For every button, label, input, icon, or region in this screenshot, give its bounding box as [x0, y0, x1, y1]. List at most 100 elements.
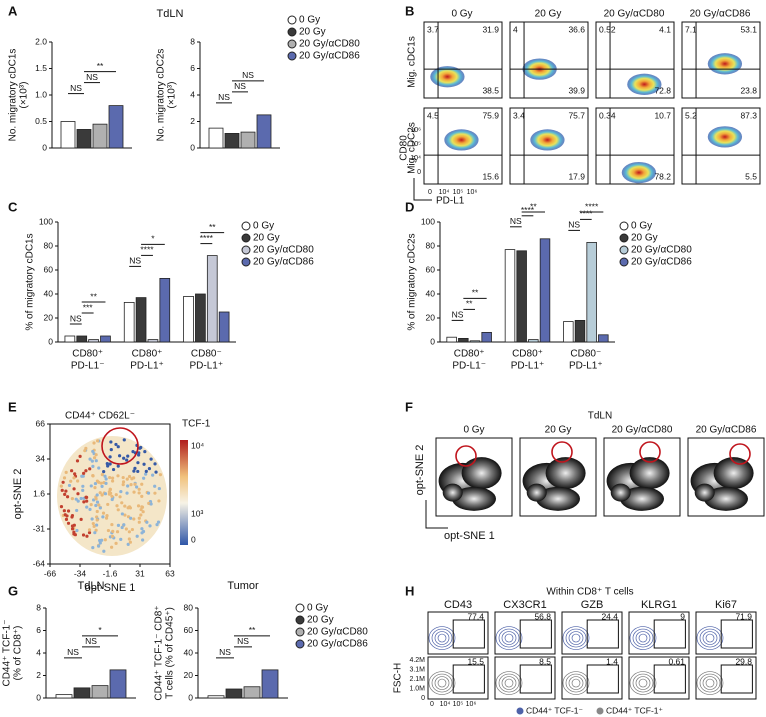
- y-tick-label: 0.5: [35, 116, 47, 126]
- cell: [110, 497, 114, 502]
- gate-value: 8.5: [539, 656, 551, 666]
- cell: [130, 477, 134, 481]
- cell: [144, 472, 148, 476]
- cell: [153, 484, 157, 488]
- column-label: 0 Gy: [451, 9, 472, 20]
- y-tick-label: 2.1M: [409, 676, 425, 683]
- cell: [60, 488, 64, 492]
- significance-label: **: [472, 288, 479, 298]
- x-tick-label: CD80⁺: [454, 349, 485, 360]
- y-tick-label: 6: [36, 625, 41, 635]
- density: [530, 129, 565, 151]
- column-label: 20 Gy/αCD86: [690, 9, 751, 20]
- density: [430, 66, 465, 88]
- x-axis-label: PD-L1: [436, 196, 465, 207]
- cell: [69, 479, 73, 483]
- cell: [76, 499, 80, 503]
- cell: [94, 497, 98, 501]
- density: [713, 457, 754, 490]
- cell: [91, 521, 95, 526]
- colorbar-tick: 10⁴: [191, 440, 204, 450]
- cell: [62, 509, 66, 513]
- density: [629, 457, 670, 490]
- y-tick-label: 1.6: [33, 488, 45, 498]
- y-tick-label: 2.0: [35, 36, 47, 46]
- significance-label: NS: [452, 310, 464, 320]
- cell: [136, 461, 140, 465]
- y-axis-label: % of migratory cDC1s: [25, 233, 36, 330]
- cell: [130, 527, 134, 532]
- contour: [428, 626, 456, 650]
- cell: [104, 481, 108, 486]
- contour: [428, 671, 456, 695]
- cell: [140, 531, 144, 535]
- bar: [469, 340, 481, 343]
- cell: [100, 538, 104, 542]
- cell: [141, 510, 145, 514]
- legend-label: 0 Gy: [307, 603, 328, 614]
- cell: [95, 439, 100, 443]
- cell: [92, 524, 96, 528]
- legend-label: 20 Gy: [299, 27, 326, 38]
- cell: [135, 534, 139, 538]
- cell: [106, 528, 111, 533]
- cell: [151, 473, 155, 477]
- cell: [148, 524, 152, 528]
- cell: [155, 522, 159, 527]
- density: [442, 483, 463, 502]
- significance-label: NS: [85, 636, 97, 646]
- significance-label: NS: [129, 256, 141, 266]
- significance-label: ****: [200, 233, 214, 243]
- y-tick-label: 1.0M: [409, 685, 425, 692]
- y-axis-label: CD80: [399, 135, 410, 161]
- cell: [140, 494, 144, 498]
- quadrant-value: 75.7: [568, 110, 585, 120]
- cell: [76, 492, 80, 496]
- quadrant-value: 75.9: [482, 110, 499, 120]
- cell: [94, 503, 98, 508]
- x-tick-label: CD80⁺: [72, 349, 103, 360]
- y-tick-label: 2: [190, 116, 195, 126]
- cell: [122, 523, 126, 527]
- x-tick-label: 10⁵: [453, 189, 464, 196]
- y-axis-label: opt-SNE 2: [12, 469, 24, 520]
- x-tick-label: 0: [428, 189, 432, 196]
- cell: [92, 441, 96, 445]
- quadrant-value: 15.6: [482, 171, 499, 181]
- axis-arrow: [413, 178, 432, 201]
- density: [610, 483, 631, 502]
- cell: [153, 462, 157, 466]
- bar: [516, 250, 527, 343]
- contour: [501, 631, 517, 645]
- cell: [102, 470, 106, 474]
- legend-label: 20 Gy/αCD80: [631, 245, 692, 256]
- contour: [638, 678, 648, 688]
- cell: [84, 469, 88, 473]
- legend-label: 20 Gy/αCD80: [307, 627, 368, 638]
- cell: [90, 517, 94, 521]
- y-axis-label: CD44⁺ TCF-1⁻: [2, 619, 13, 686]
- cell: [137, 487, 141, 491]
- y-tick-label: 80: [426, 240, 436, 250]
- cell: [91, 474, 95, 478]
- legend-label: 20 Gy: [307, 615, 334, 626]
- contour: [699, 673, 721, 693]
- significance-label: **: [90, 291, 97, 301]
- y-tick-label: 8: [190, 36, 195, 46]
- cell: [116, 445, 120, 449]
- y-tick-label: 10⁴: [410, 155, 421, 162]
- cell: [137, 451, 141, 455]
- cell: [121, 480, 126, 484]
- cell: [138, 446, 142, 450]
- legend-swatch: [295, 639, 305, 649]
- cell: [103, 492, 108, 496]
- cell: [109, 440, 113, 444]
- cell: [149, 457, 153, 461]
- column-label: Ki67: [715, 599, 737, 611]
- cell: [75, 528, 79, 533]
- gate-value: 77.4: [467, 611, 484, 621]
- cell: [133, 482, 137, 486]
- contour: [635, 631, 651, 645]
- cell: [82, 471, 86, 475]
- cell: [64, 517, 69, 522]
